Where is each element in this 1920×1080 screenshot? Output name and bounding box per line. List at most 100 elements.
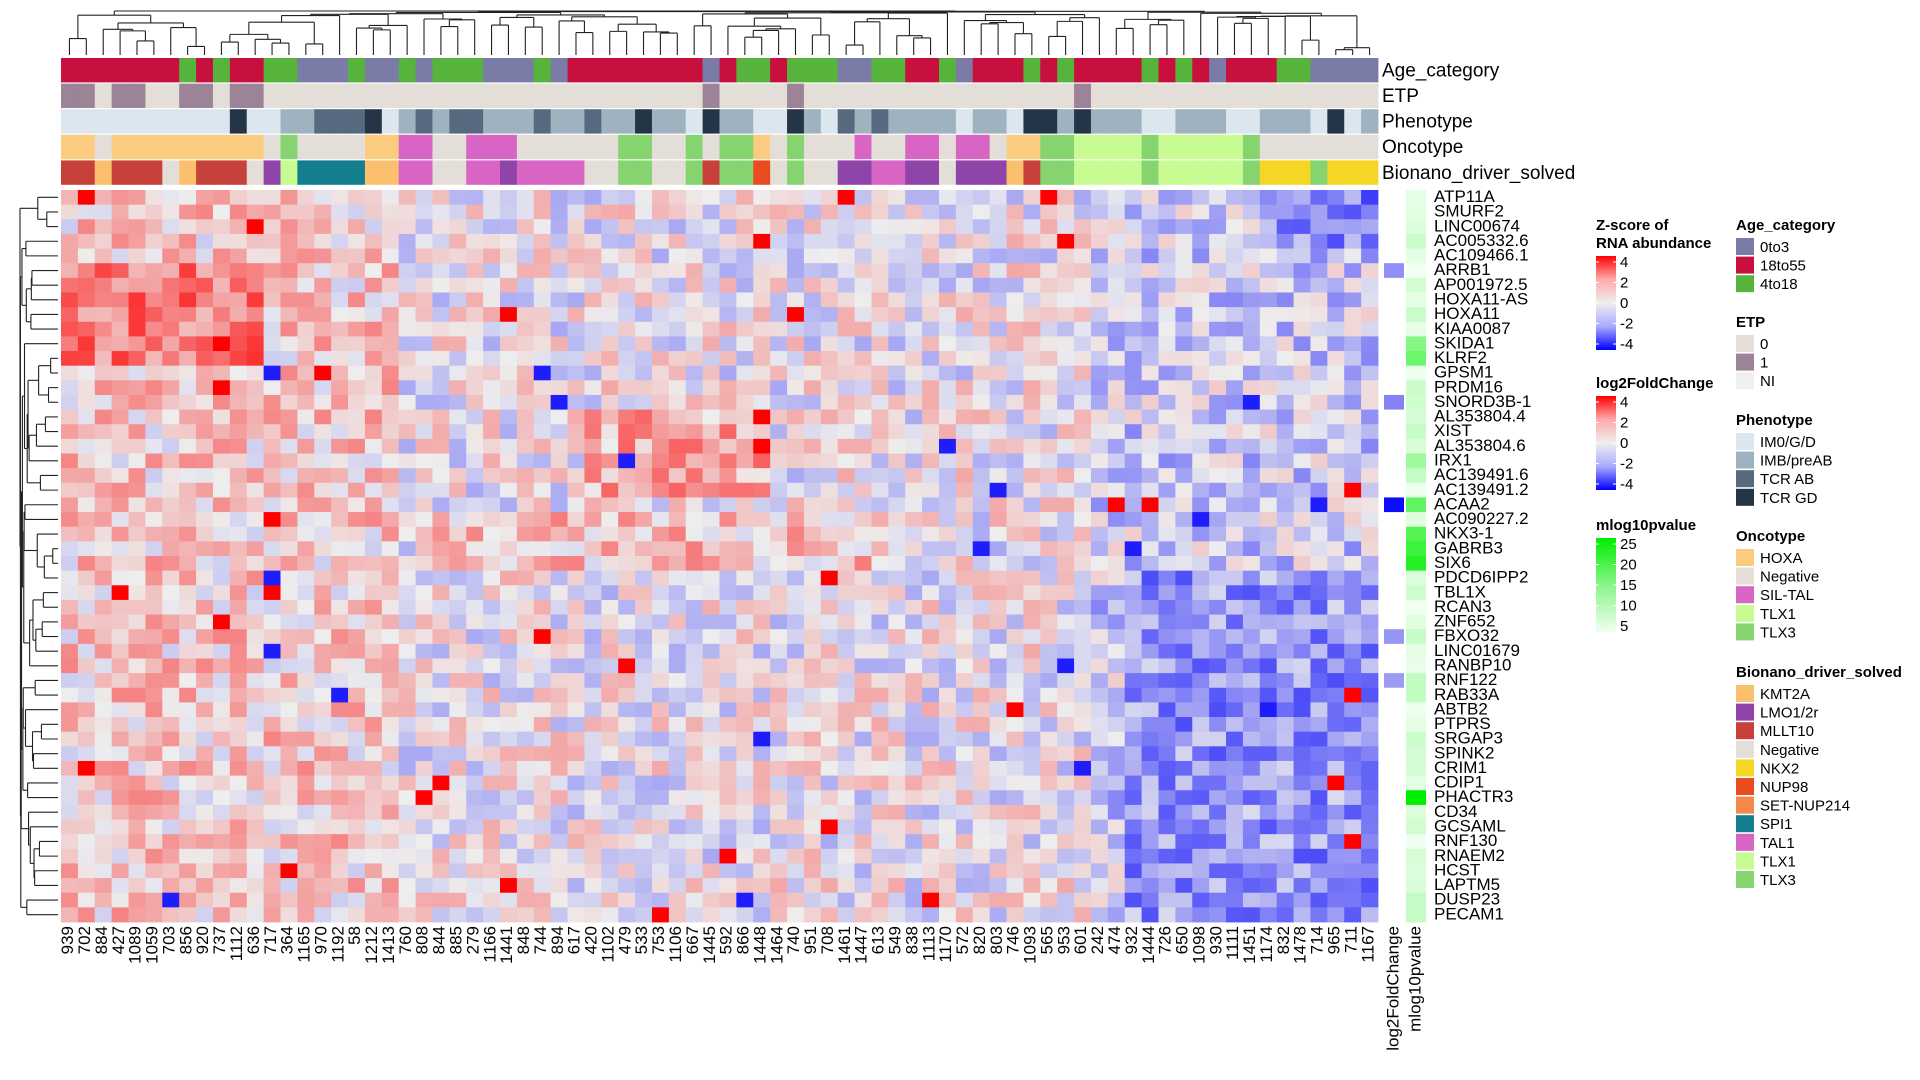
heatmap-cell [837, 731, 855, 747]
heatmap-cell [381, 482, 400, 498]
heatmap-cell [1344, 204, 1362, 220]
heatmap-cell [1226, 482, 1244, 498]
heatmap-cell [820, 790, 839, 806]
heatmap-cell [145, 863, 163, 879]
heatmap-cell [1259, 819, 1278, 835]
column-label: 844 [430, 926, 449, 954]
heatmap-cell [466, 702, 484, 718]
heatmap-cell [314, 687, 332, 703]
heatmap-cell [212, 892, 231, 908]
heatmap-cell [516, 863, 535, 879]
heatmap-cell [179, 760, 197, 776]
annotation-cell [1006, 134, 1024, 160]
heatmap-cell [1310, 790, 1328, 806]
heatmap-cell [229, 760, 248, 776]
column-label: 1444 [1139, 926, 1158, 964]
heatmap-cell [516, 292, 535, 308]
heatmap-cell [770, 585, 788, 601]
heatmap-cell [179, 556, 197, 572]
heatmap-cell [483, 497, 501, 513]
heatmap-cell [1327, 233, 1345, 249]
heatmap-cell [1006, 775, 1024, 791]
heatmap-cell [1124, 907, 1143, 923]
heatmap-cell [331, 658, 349, 674]
heatmap-cell [128, 907, 146, 923]
heatmap-cell [787, 526, 805, 542]
annotation-cell [955, 134, 974, 160]
heatmap-cell [1293, 307, 1311, 323]
heatmap-cell [1259, 643, 1278, 659]
heatmap-cell [364, 848, 383, 864]
heatmap-cell [736, 204, 754, 220]
annotation-cell [61, 134, 79, 160]
heatmap-cell [1293, 321, 1311, 337]
heatmap-cell [905, 804, 923, 820]
heatmap-cell [584, 336, 602, 352]
heatmap-cell [1259, 570, 1278, 586]
heatmap-cell [584, 760, 602, 776]
heatmap-cell [939, 775, 957, 791]
heatmap-cell [1226, 292, 1244, 308]
heatmap-cell [111, 394, 129, 410]
heatmap-cell [837, 863, 855, 879]
heatmap-cell [1293, 848, 1311, 864]
heatmap-cell [1006, 702, 1024, 718]
side-tracks [1384, 190, 1426, 923]
heatmap-cell [145, 658, 163, 674]
heatmap-cell [533, 336, 552, 352]
heatmap-cell [1057, 409, 1075, 425]
heatmap-cell [297, 336, 315, 352]
annotation-cell [550, 160, 568, 185]
heatmap-cell [618, 629, 636, 645]
annotation-cell [145, 134, 163, 160]
heatmap-cell [753, 863, 771, 879]
heatmap-cell [297, 585, 315, 601]
annotation-cell [533, 83, 552, 108]
heatmap-cell [651, 570, 670, 586]
heatmap-cell [398, 394, 416, 410]
heatmap-cell [820, 233, 839, 249]
heatmap-cell [61, 307, 79, 323]
heatmap-cell [516, 570, 535, 586]
heatmap-cell [1327, 526, 1345, 542]
heatmap-cell [1242, 219, 1261, 235]
log2foldchange-cell [1384, 482, 1404, 498]
heatmap-cell [483, 878, 501, 894]
heatmap-cell [348, 526, 366, 542]
heatmap-cell [651, 409, 670, 425]
heatmap-cell [1141, 438, 1159, 454]
heatmap-cell [736, 614, 754, 630]
heatmap-cell [1226, 219, 1244, 235]
heatmap-cell [314, 512, 332, 528]
heatmap-cell [584, 541, 602, 557]
annotation-cell [854, 134, 872, 160]
annotation-cell [1090, 83, 1109, 108]
heatmap-cell [1057, 468, 1075, 484]
heatmap-cell [635, 907, 653, 923]
heatmap-cell [162, 775, 180, 791]
heatmap-cell [128, 643, 146, 659]
heatmap-cell [854, 380, 872, 396]
heatmap-cell [1327, 277, 1345, 293]
legend-item-label: IMB/preAB [1760, 453, 1833, 470]
heatmap-cell [314, 321, 332, 337]
heatmap-cell [1276, 453, 1294, 469]
heatmap-cell [550, 263, 568, 279]
heatmap-cell [179, 629, 197, 645]
heatmap-cell [500, 409, 518, 425]
heatmap-cell [297, 263, 315, 279]
heatmap-cell [837, 526, 855, 542]
heatmap-cell [753, 380, 771, 396]
heatmap-cell [989, 438, 1007, 454]
heatmap-cell [1259, 248, 1278, 264]
heatmap-cell [635, 497, 653, 513]
annotation-cell [1276, 160, 1294, 185]
heatmap-cell [972, 834, 991, 850]
heatmap-cell [1107, 570, 1126, 586]
heatmap-cell [770, 409, 788, 425]
heatmap-cell [1361, 673, 1379, 689]
heatmap-cell [820, 775, 839, 791]
heatmap-cell [128, 263, 146, 279]
heatmap-cell [1259, 556, 1278, 572]
heatmap-cell [550, 848, 568, 864]
